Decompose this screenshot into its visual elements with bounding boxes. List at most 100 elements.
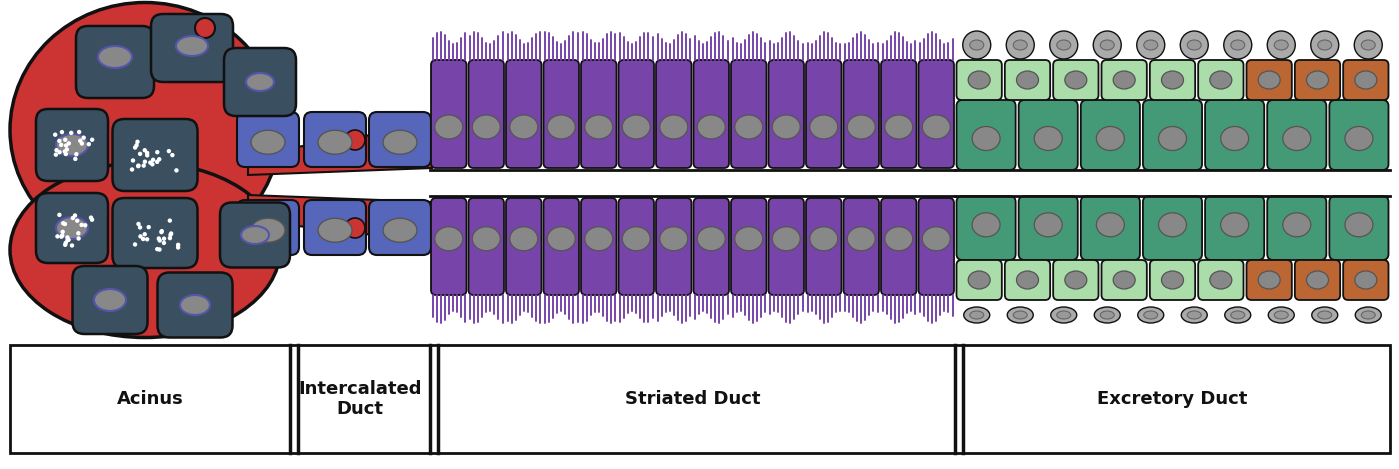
Circle shape — [63, 222, 67, 226]
FancyBboxPatch shape — [768, 198, 804, 295]
Ellipse shape — [547, 115, 575, 139]
Ellipse shape — [1318, 311, 1332, 319]
Ellipse shape — [964, 307, 989, 323]
FancyBboxPatch shape — [881, 60, 916, 168]
Ellipse shape — [509, 115, 537, 139]
Circle shape — [139, 151, 143, 156]
Ellipse shape — [810, 227, 838, 251]
Ellipse shape — [970, 40, 983, 50]
Circle shape — [1354, 31, 1382, 59]
Ellipse shape — [56, 134, 88, 156]
Circle shape — [1093, 31, 1121, 59]
Circle shape — [83, 223, 87, 227]
Circle shape — [130, 158, 136, 163]
Circle shape — [963, 31, 990, 59]
Circle shape — [155, 247, 159, 251]
Circle shape — [67, 141, 71, 145]
Circle shape — [64, 147, 69, 151]
Circle shape — [162, 236, 166, 241]
Ellipse shape — [1344, 213, 1372, 237]
Ellipse shape — [884, 227, 912, 251]
Ellipse shape — [250, 130, 285, 154]
FancyBboxPatch shape — [618, 198, 653, 295]
FancyBboxPatch shape — [36, 193, 108, 263]
Circle shape — [155, 150, 159, 154]
Circle shape — [77, 236, 81, 241]
FancyBboxPatch shape — [1150, 60, 1195, 100]
Ellipse shape — [1100, 311, 1114, 319]
Circle shape — [81, 136, 85, 140]
Ellipse shape — [1144, 40, 1158, 50]
Ellipse shape — [922, 115, 950, 139]
Ellipse shape — [585, 115, 613, 139]
Ellipse shape — [1017, 71, 1038, 89]
Circle shape — [88, 215, 94, 220]
Circle shape — [145, 153, 150, 158]
Circle shape — [76, 231, 81, 235]
Ellipse shape — [884, 115, 912, 139]
Circle shape — [162, 241, 166, 245]
Ellipse shape — [1065, 71, 1087, 89]
Circle shape — [57, 139, 62, 143]
FancyBboxPatch shape — [919, 60, 954, 168]
Circle shape — [62, 221, 66, 226]
Circle shape — [151, 158, 155, 162]
FancyBboxPatch shape — [73, 266, 147, 334]
Circle shape — [1049, 31, 1077, 59]
Circle shape — [63, 242, 67, 247]
Ellipse shape — [176, 36, 208, 56]
Ellipse shape — [660, 227, 688, 251]
Ellipse shape — [734, 115, 762, 139]
Ellipse shape — [250, 218, 285, 242]
Ellipse shape — [697, 227, 725, 251]
Ellipse shape — [660, 115, 688, 139]
Circle shape — [57, 150, 62, 154]
Circle shape — [150, 162, 154, 166]
Circle shape — [136, 163, 141, 168]
Circle shape — [166, 149, 171, 153]
Ellipse shape — [972, 213, 1000, 237]
Ellipse shape — [1097, 213, 1125, 237]
FancyBboxPatch shape — [1018, 100, 1077, 170]
Circle shape — [73, 213, 77, 218]
FancyBboxPatch shape — [732, 198, 767, 295]
FancyBboxPatch shape — [469, 198, 504, 295]
Circle shape — [70, 243, 74, 248]
Circle shape — [77, 130, 81, 134]
Ellipse shape — [1013, 40, 1027, 50]
FancyBboxPatch shape — [1081, 196, 1140, 260]
Ellipse shape — [383, 130, 417, 154]
FancyBboxPatch shape — [1198, 60, 1244, 100]
Text: Intercalated
Duct: Intercalated Duct — [298, 379, 421, 418]
Circle shape — [134, 143, 139, 147]
Ellipse shape — [772, 115, 800, 139]
Ellipse shape — [1344, 127, 1372, 151]
FancyBboxPatch shape — [236, 112, 299, 167]
Ellipse shape — [1318, 40, 1332, 50]
FancyBboxPatch shape — [1053, 260, 1098, 300]
Circle shape — [55, 234, 60, 239]
Ellipse shape — [1356, 307, 1381, 323]
Ellipse shape — [1188, 311, 1202, 319]
Circle shape — [143, 148, 147, 152]
Ellipse shape — [922, 227, 950, 251]
Circle shape — [1181, 31, 1209, 59]
FancyBboxPatch shape — [543, 198, 579, 295]
FancyBboxPatch shape — [1329, 196, 1388, 260]
Polygon shape — [248, 195, 432, 242]
Ellipse shape — [1161, 71, 1184, 89]
Ellipse shape — [968, 271, 990, 289]
FancyBboxPatch shape — [1053, 60, 1098, 100]
Ellipse shape — [697, 115, 725, 139]
FancyBboxPatch shape — [768, 60, 804, 168]
Circle shape — [130, 167, 134, 172]
Ellipse shape — [1361, 311, 1375, 319]
Ellipse shape — [1144, 311, 1158, 319]
FancyBboxPatch shape — [1004, 60, 1051, 100]
Circle shape — [194, 18, 215, 38]
Circle shape — [55, 148, 59, 152]
FancyBboxPatch shape — [158, 272, 232, 338]
FancyBboxPatch shape — [844, 198, 879, 295]
Ellipse shape — [1017, 271, 1038, 289]
Circle shape — [63, 241, 69, 245]
